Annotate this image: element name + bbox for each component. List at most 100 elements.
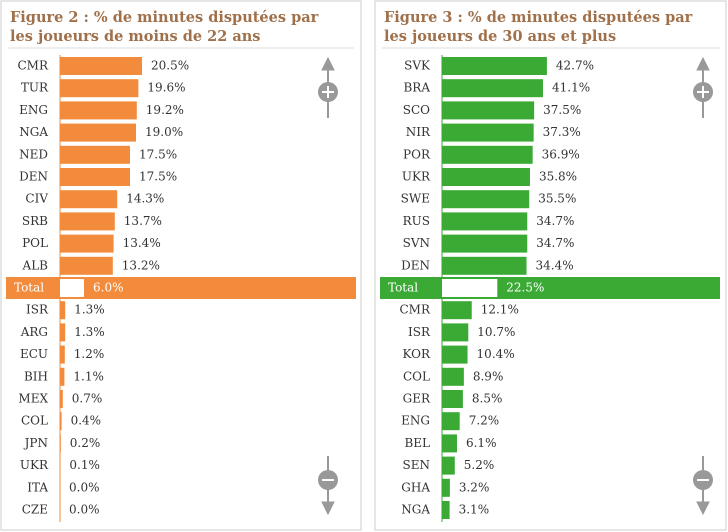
- bar: [60, 57, 142, 75]
- category-label: GER: [403, 392, 431, 406]
- category-label: POL: [22, 236, 48, 250]
- category-label: UKR: [402, 170, 431, 184]
- category-label: ISR: [26, 303, 49, 317]
- category-label: DEN: [401, 258, 430, 272]
- panel-border: [0, 0, 362, 531]
- value-label: 22.5%: [506, 281, 544, 295]
- category-label: NGA: [401, 503, 430, 517]
- bar: [442, 279, 498, 297]
- value-label: 6.0%: [93, 281, 124, 295]
- value-label: 35.5%: [538, 192, 576, 206]
- value-label: 7.2%: [469, 414, 500, 428]
- bar: [60, 345, 65, 364]
- bar: [442, 301, 472, 320]
- value-label: 42.7%: [556, 59, 594, 73]
- category-label: GHA: [401, 480, 430, 494]
- value-label: 34.7%: [536, 236, 574, 250]
- category-label: BEL: [404, 436, 430, 450]
- value-label: 34.7%: [536, 214, 574, 228]
- value-label: 3.1%: [459, 503, 490, 517]
- category-label: CMR: [17, 59, 48, 73]
- value-label: 37.3%: [543, 125, 581, 139]
- value-label: 0.4%: [71, 414, 102, 428]
- category-label: ECU: [20, 347, 48, 361]
- category-label: ALB: [22, 258, 49, 272]
- category-label: RUS: [403, 214, 430, 228]
- category-label: SEN: [403, 458, 430, 472]
- chart-title: Figure 3 : % de minutes disputées par le…: [384, 9, 693, 45]
- value-label: 0.0%: [69, 503, 100, 517]
- value-label: 13.2%: [122, 258, 160, 272]
- category-label: NIR: [406, 125, 431, 139]
- category-label: TUR: [21, 81, 49, 95]
- bar: [60, 79, 139, 98]
- bar: [442, 501, 450, 519]
- category-label: NED: [19, 147, 48, 161]
- bar: [442, 145, 533, 164]
- value-label: 5.2%: [464, 458, 495, 472]
- category-label: JPN: [23, 436, 48, 450]
- bar: [442, 234, 528, 253]
- value-label: 0.7%: [72, 392, 103, 406]
- category-label: BRA: [403, 81, 430, 95]
- value-label: 10.4%: [477, 347, 515, 361]
- category-label: ITA: [27, 480, 48, 494]
- category-label: DEN: [19, 170, 48, 184]
- category-label: ENG: [401, 414, 430, 428]
- bar: [442, 434, 457, 453]
- bar: [60, 145, 130, 164]
- category-label: COL: [21, 414, 48, 428]
- panel-border: [374, 0, 727, 531]
- bar: [442, 367, 464, 386]
- bar: [60, 301, 66, 320]
- bar: [442, 456, 455, 475]
- bar: [60, 168, 130, 186]
- category-label: BIH: [24, 369, 48, 383]
- bar: [442, 256, 527, 275]
- bar: [442, 79, 543, 98]
- value-label: 35.8%: [539, 170, 577, 184]
- bar: [442, 123, 534, 142]
- category-label: ISR: [408, 325, 431, 339]
- value-label: 12.1%: [481, 303, 519, 317]
- value-label: 8.9%: [473, 369, 504, 383]
- value-label: 3.2%: [459, 480, 490, 494]
- value-label: 0.0%: [69, 480, 100, 494]
- value-label: 41.1%: [552, 81, 590, 95]
- value-label: 13.4%: [123, 236, 161, 250]
- bar: [442, 101, 535, 120]
- bar: [442, 212, 528, 231]
- value-label: 1.2%: [74, 347, 105, 361]
- value-label: 19.2%: [146, 103, 184, 117]
- value-label: 8.5%: [472, 392, 503, 406]
- category-label: SCO: [403, 103, 430, 117]
- value-label: 19.0%: [145, 125, 183, 139]
- bar: [442, 478, 450, 497]
- value-label: 20.5%: [151, 59, 189, 73]
- value-label: 1.3%: [74, 303, 105, 317]
- category-label: ENG: [19, 103, 48, 117]
- value-label: 6.1%: [466, 436, 497, 450]
- bar: [442, 190, 530, 209]
- value-label: 37.5%: [543, 103, 581, 117]
- category-label: CIV: [25, 192, 48, 206]
- category-label: NGA: [19, 125, 48, 139]
- value-label: 1.1%: [73, 369, 104, 383]
- value-label: 17.5%: [139, 147, 177, 161]
- bar: [60, 367, 65, 386]
- highlight-row: [6, 277, 356, 299]
- category-label: CMR: [399, 303, 430, 317]
- bar: [60, 412, 62, 431]
- zoom-icons: [318, 56, 713, 516]
- bar: [442, 390, 463, 408]
- bar: [60, 323, 66, 342]
- bar: [60, 101, 137, 120]
- bar: [60, 123, 136, 142]
- bar: [442, 168, 530, 186]
- bar: [60, 234, 114, 253]
- bar: [60, 279, 84, 297]
- value-label: 13.7%: [124, 214, 162, 228]
- bar: [60, 212, 115, 231]
